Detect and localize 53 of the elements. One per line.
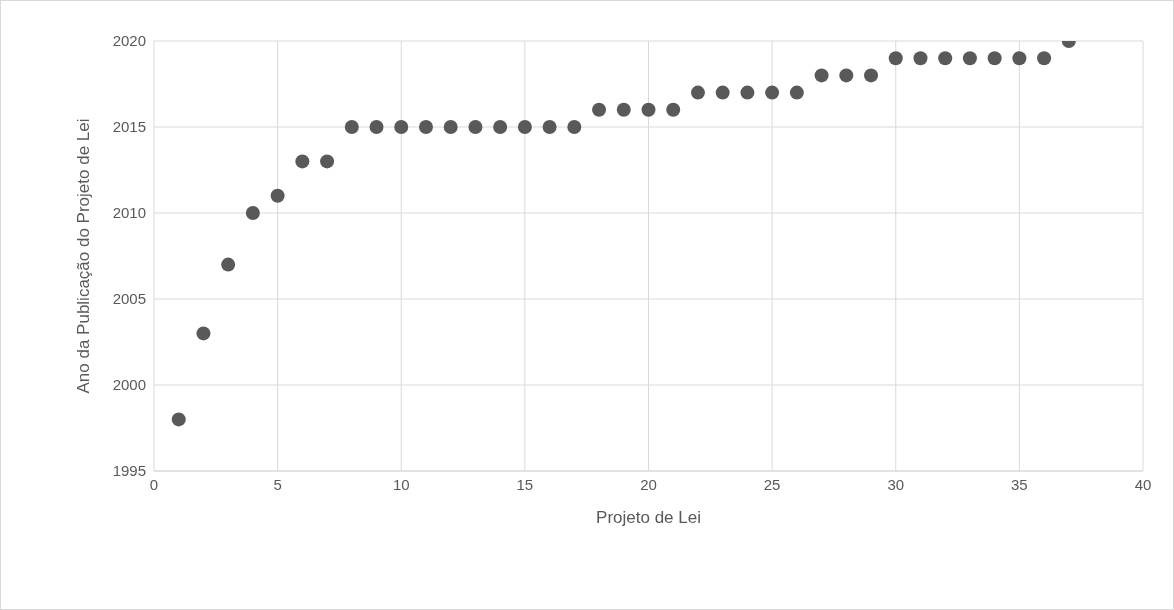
point (1012, 51, 1027, 66)
x-tick-label: 10 (392, 475, 410, 493)
y-tick-label: 2000 (112, 376, 146, 394)
point (542, 120, 557, 134)
point (196, 326, 211, 341)
x-tick-label: 5 (273, 475, 282, 493)
point (394, 120, 409, 134)
point (517, 120, 532, 134)
point (270, 188, 285, 203)
x-tick-label: 40 (1134, 475, 1152, 493)
x-tick-label: 15 (516, 475, 534, 493)
point (715, 85, 730, 100)
point (641, 102, 656, 117)
point (690, 85, 705, 100)
point (171, 412, 186, 427)
point (369, 120, 384, 134)
point (344, 120, 359, 134)
point (839, 68, 854, 83)
x-tick-label: 0 (149, 475, 159, 493)
point (765, 85, 780, 100)
point (913, 51, 928, 66)
point (1037, 51, 1052, 66)
point (888, 51, 903, 66)
y-tick-label: 2020 (112, 32, 146, 50)
point (493, 120, 508, 134)
point (443, 120, 458, 134)
point (962, 51, 977, 66)
point (666, 102, 681, 117)
point (864, 68, 879, 83)
point (814, 68, 829, 83)
y-tick-label: 1995 (112, 462, 146, 480)
y-tick-label: 2015 (112, 118, 146, 136)
point (295, 154, 310, 169)
x-tick-label: 20 (640, 475, 657, 493)
x-tick-label: 35 (1011, 475, 1028, 493)
point (245, 206, 260, 220)
y-tick-label: 2010 (112, 204, 146, 222)
point (938, 51, 953, 66)
point (789, 85, 804, 100)
point (418, 120, 433, 134)
point (221, 257, 236, 272)
y-tick-label: 2005 (112, 290, 146, 308)
point (616, 102, 631, 117)
point (740, 85, 755, 100)
point (468, 120, 483, 134)
x-tick-label: 25 (763, 475, 781, 493)
point (592, 102, 607, 117)
x-axis-title: Projeto de Lei (596, 508, 701, 527)
point (320, 154, 335, 169)
y-axis-title: Ano da Publicação do Projeto de Lei (74, 118, 94, 394)
x-tick-label: 30 (887, 475, 905, 493)
point (987, 51, 1002, 66)
point (567, 120, 582, 134)
